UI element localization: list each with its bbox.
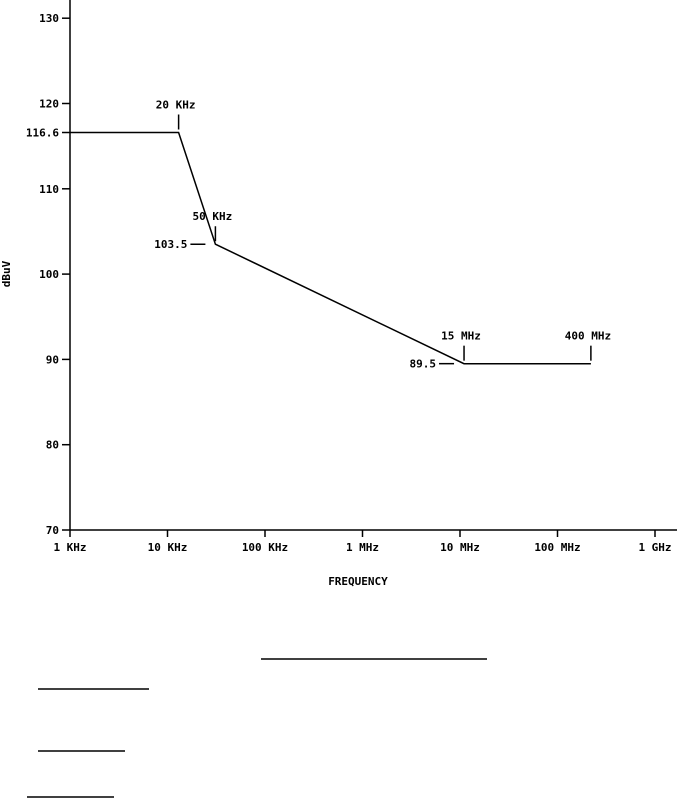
blank-rules [27, 658, 487, 798]
chart-axes [69, 0, 677, 531]
x-tick-label: 1 MHz [346, 541, 379, 554]
freq-label: 400 MHz [565, 330, 611, 343]
y-tick-label: 120 [39, 98, 59, 111]
annotations: 116.6 103.5 89.5 20 KHz 50 KHz 15 MHz 400 MHz [26, 99, 611, 371]
y-tick-label: 90 [46, 353, 59, 366]
x-axis-label: FREQUENCY [328, 575, 388, 588]
freq-label: 15 MHz [441, 330, 481, 343]
x-tick-label: 100 MHz [534, 541, 580, 554]
x-tick-label: 100 KHz [242, 541, 288, 554]
x-tick-label: 1 KHz [53, 541, 86, 554]
value-label: 103.5 [154, 238, 187, 251]
y-tick-label: 130 [39, 12, 59, 25]
x-tick-label: 1 GHz [638, 541, 671, 554]
freq-label: 20 KHz [156, 99, 196, 112]
y-axis-label: dBuV [0, 260, 13, 287]
value-label: 89.5 [410, 358, 437, 371]
x-tick-label: 10 KHz [148, 541, 188, 554]
freq-label: 50 KHz [193, 210, 233, 223]
y-tick-label: 80 [46, 439, 59, 452]
x-ticks: 1 KHz 10 KHz 100 KHz 1 MHz 10 MHz 100 MHz 1 GH… [53, 530, 672, 554]
y-tick-label: 70 [46, 524, 59, 537]
y-tick-label: 100 [39, 268, 59, 281]
value-label: 116.6 [26, 127, 59, 140]
y-tick-label: 110 [39, 183, 59, 196]
x-tick-label: 10 MHz [440, 541, 480, 554]
y-ticks: 70 80 90 100 110 120 130 [39, 12, 70, 537]
plot-area [70, 131, 591, 365]
series-line-limit [70, 131, 591, 365]
